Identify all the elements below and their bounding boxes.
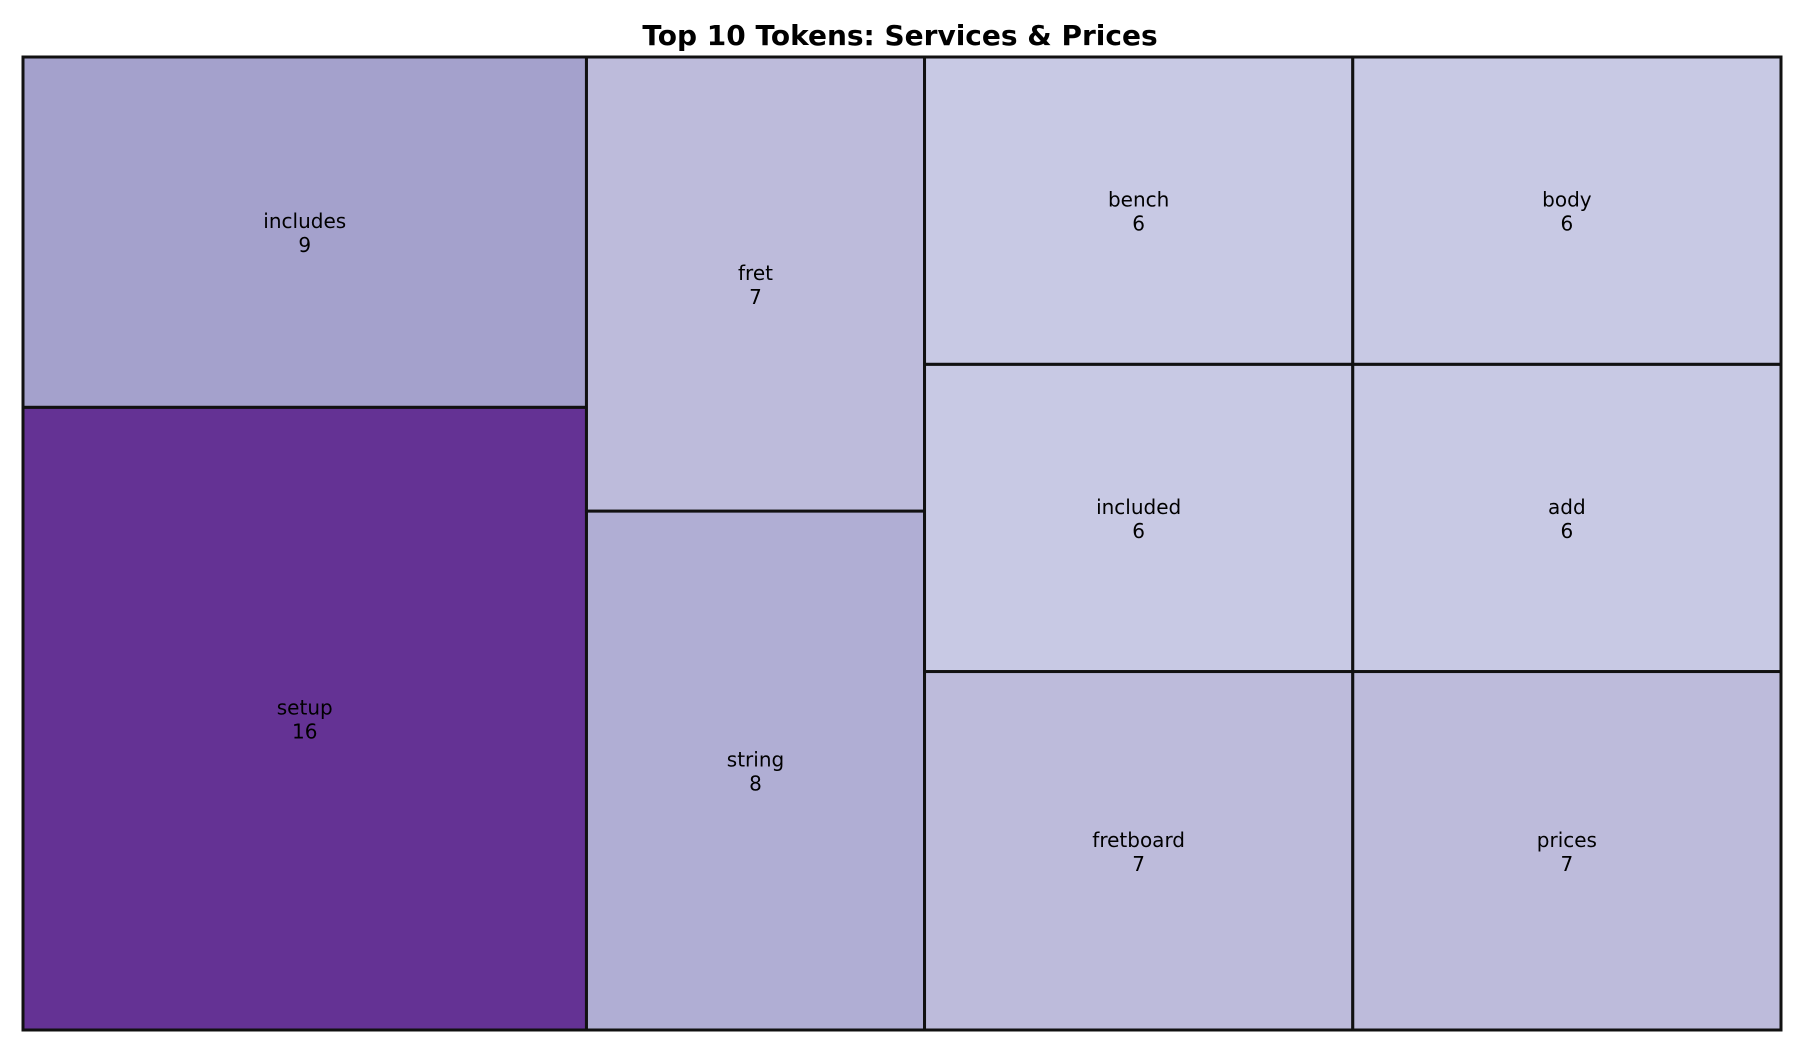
tile-rect-prices <box>1351 670 1783 1032</box>
chart-title: Top 10 Tokens: Services & Prices <box>642 19 1157 52</box>
tile-rect-included <box>923 362 1355 674</box>
tile-label-bench: bench <box>1108 188 1169 212</box>
tile-value-string: 8 <box>749 772 762 796</box>
tile-value-fretboard: 7 <box>1132 852 1145 876</box>
tile-value-add: 6 <box>1561 519 1574 543</box>
tile-value-includes: 9 <box>298 233 311 257</box>
tile-label-included: included <box>1096 495 1181 519</box>
tile-label-includes: includes <box>263 209 346 233</box>
tile-label-setup: setup <box>277 696 333 720</box>
tile-value-bench: 6 <box>1132 212 1145 236</box>
tile-value-prices: 7 <box>1561 852 1574 876</box>
tile-value-setup: 16 <box>292 720 317 744</box>
tile-value-included: 6 <box>1132 519 1145 543</box>
tile-rect-fret <box>584 55 927 513</box>
tile-value-fret: 7 <box>749 285 762 309</box>
tile-rect-bench <box>923 55 1355 366</box>
tile-rect-add <box>1351 362 1783 674</box>
tile-rect-body <box>1351 55 1783 366</box>
tile-label-fretboard: fretboard <box>1092 828 1185 852</box>
tile-label-string: string <box>727 748 784 772</box>
tile-rect-fretboard <box>923 670 1355 1032</box>
tile-value-body: 6 <box>1561 212 1574 236</box>
tile-label-body: body <box>1542 188 1592 212</box>
tile-rect-includes <box>21 55 588 409</box>
tile-label-prices: prices <box>1537 828 1597 852</box>
treemap-tiles: setup16includes9string8fret7fretboard7pr… <box>21 55 1783 1032</box>
tile-label-add: add <box>1548 495 1586 519</box>
tile-label-fret: fret <box>738 261 773 285</box>
